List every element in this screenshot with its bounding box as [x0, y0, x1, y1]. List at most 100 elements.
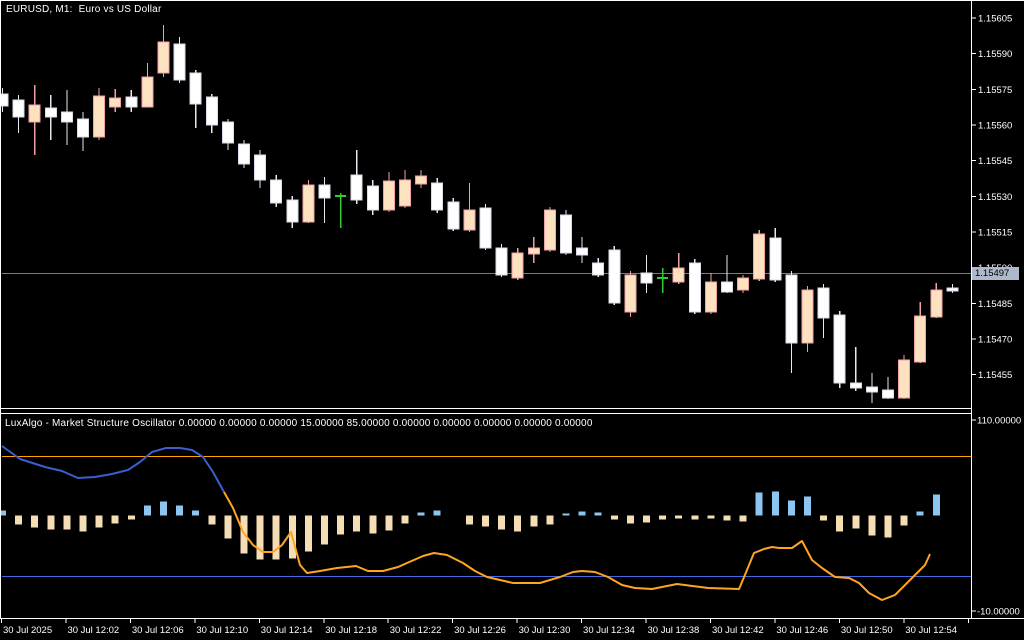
osc-histogram-bar: [546, 515, 554, 525]
candle-up: [157, 41, 170, 74]
candle-down: [495, 247, 508, 276]
time-axis-label: 30 Jul 12:54: [905, 625, 957, 636]
candle-down: [946, 287, 959, 292]
time-axis-label: 30 Jul 2025: [3, 625, 52, 636]
price-axis-label: 1.15485: [978, 299, 1012, 310]
candle-down: [44, 107, 57, 118]
time-axis-label: 30 Jul 12:14: [261, 625, 313, 636]
candle-up: [415, 175, 428, 185]
osc-histogram-bar: [659, 515, 667, 520]
time-axis-label: 30 Jul 12:42: [712, 625, 764, 636]
candle-down: [286, 199, 299, 223]
osc-histogram-bar: [610, 515, 618, 520]
candle-down: [592, 262, 605, 276]
candle-up: [801, 289, 814, 344]
chart-title: EURUSD, M1: Euro vs US Dollar: [6, 4, 162, 15]
candle-up: [753, 233, 766, 280]
osc-histogram-bar: [272, 515, 280, 560]
osc-histogram-bar: [820, 515, 828, 521]
candle-down: [125, 96, 138, 108]
osc-histogram-bar: [385, 515, 393, 531]
candle-up: [898, 359, 911, 399]
osc-histogram-bar: [337, 515, 345, 535]
candle-down: [817, 287, 830, 319]
price-axis-label: 1.15470: [978, 335, 1012, 346]
osc-histogram-bar: [353, 515, 361, 532]
osc-histogram-bar: [433, 510, 441, 516]
osc-histogram-bar: [836, 515, 844, 532]
candle-up: [302, 184, 315, 223]
candle-down: [189, 72, 202, 105]
osc-histogram-bar: [63, 515, 71, 530]
osc-histogram-bar: [111, 515, 119, 524]
candle-down: [173, 43, 186, 81]
osc-histogram-bar: [916, 511, 924, 516]
candle-down: [0, 93, 9, 107]
price-axis-label: 1.15590: [978, 49, 1012, 60]
current-price-badge: 1.15497: [972, 267, 1019, 280]
candle-down: [366, 185, 379, 211]
candle-up: [672, 267, 685, 283]
candle-down: [849, 382, 862, 389]
time-axis-label: 30 Jul 12:50: [841, 625, 893, 636]
time-axis-label: 30 Jul 12:06: [132, 625, 184, 636]
osc-histogram-bar: [626, 515, 634, 524]
osc-histogram-bar: [514, 515, 522, 532]
osc-histogram-bar: [884, 515, 892, 538]
candle-down: [221, 121, 234, 144]
price-axis-label: 1.15530: [978, 192, 1012, 203]
candle-down: [254, 154, 267, 181]
osc-histogram-bar: [771, 491, 779, 516]
indicator-axis-label: 110.00000: [977, 416, 1021, 427]
candle-up: [28, 104, 41, 123]
candle-up: [511, 252, 524, 279]
osc-histogram-bar: [578, 511, 586, 516]
osc-histogram-bar: [127, 515, 135, 520]
osc-histogram-bar: [755, 492, 763, 516]
time-axis-label: 30 Jul 12:10: [196, 625, 248, 636]
candle-up: [141, 76, 154, 108]
price-axis-label: 1.15455: [978, 370, 1012, 381]
osc-histogram-bar: [369, 515, 377, 534]
candle-down: [12, 99, 25, 118]
indicator-values: 0.00000 0.00000 0.00000 15.00000 85.0000…: [175, 418, 593, 429]
time-axis-label: 30 Jul 12:26: [454, 625, 506, 636]
time-axis-label: 30 Jul 12:38: [648, 625, 700, 636]
osc-histogram-bar: [256, 515, 264, 560]
price-axis-label: 1.15605: [978, 14, 1012, 25]
osc-histogram-bar: [643, 515, 650, 523]
time-axis-label: 30 Jul 12:18: [325, 625, 377, 636]
osc-histogram-bar: [482, 515, 489, 527]
candle-up: [624, 274, 637, 313]
osc-histogram-bar: [417, 512, 425, 516]
osc-histogram-bar: [79, 515, 87, 532]
candle-down: [576, 247, 589, 256]
candle-down: [447, 201, 460, 230]
osc-histogram-bar: [691, 515, 699, 520]
price-axis-label: 1.15560: [978, 121, 1012, 132]
candle-down: [769, 237, 782, 281]
candle-up: [543, 209, 556, 251]
osc-histogram-bar: [465, 515, 473, 525]
osc-histogram-bar: [723, 515, 731, 521]
candle-down: [77, 118, 89, 138]
osc-histogram-bar: [594, 512, 602, 516]
osc-histogram-bar: [401, 515, 409, 524]
candle-up: [93, 95, 106, 138]
candle-down: [431, 182, 444, 211]
osc-histogram-bar: [47, 515, 55, 530]
indicator-axis-label: -10.00000: [977, 607, 1020, 618]
candle-up: [109, 97, 122, 108]
candle-up: [399, 179, 411, 207]
candle-down: [60, 111, 73, 123]
time-axis-label: 30 Jul 12:22: [390, 625, 442, 636]
time-axis-label: 30 Jul 12:30: [519, 625, 571, 636]
osc-histogram-bar: [900, 515, 908, 526]
osc-histogram-bar: [562, 513, 570, 516]
candle-down: [721, 281, 733, 293]
candle-up: [930, 289, 943, 318]
osc-histogram-bar: [176, 505, 184, 516]
